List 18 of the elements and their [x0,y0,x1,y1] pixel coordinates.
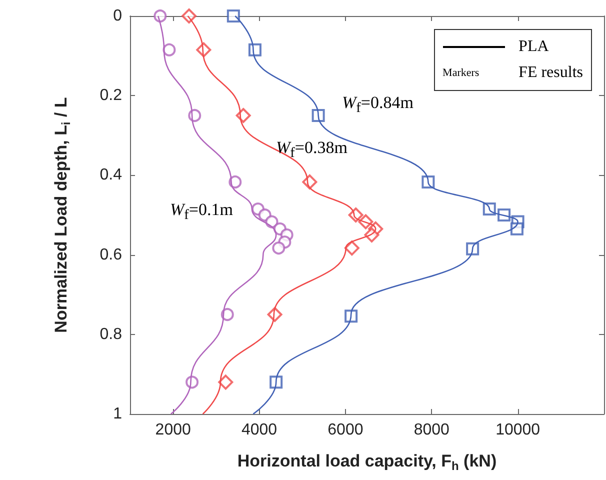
y-tick-label: 0.4 [100,166,122,184]
annotation: W$_{f}$=0.1m [170,200,233,224]
y-axis-title: Normalized Load depth, Li / L [52,97,73,333]
y-tick-label: 0 [113,8,122,24]
annotation: Markers [442,67,480,79]
y-tick-label: 0.8 [100,326,122,343]
annotation: PLA [518,38,549,56]
x-tick-label: 4000 [241,422,278,438]
annotation: W$_{f}$=0.84m [342,92,414,118]
annotation: W$_{f}$=0.38m [276,138,348,162]
y-tick-label: 0.6 [100,246,122,264]
y-tick-label: 1 [113,406,122,422]
x-tick-label: 6000 [328,422,364,438]
x-tick-label: 2000 [155,422,191,438]
annotation: FE results [518,64,583,82]
x-tick-label: 8000 [414,422,450,438]
x-tick-label: 10000 [496,422,540,438]
y-tick-label: 0.2 [100,87,122,104]
